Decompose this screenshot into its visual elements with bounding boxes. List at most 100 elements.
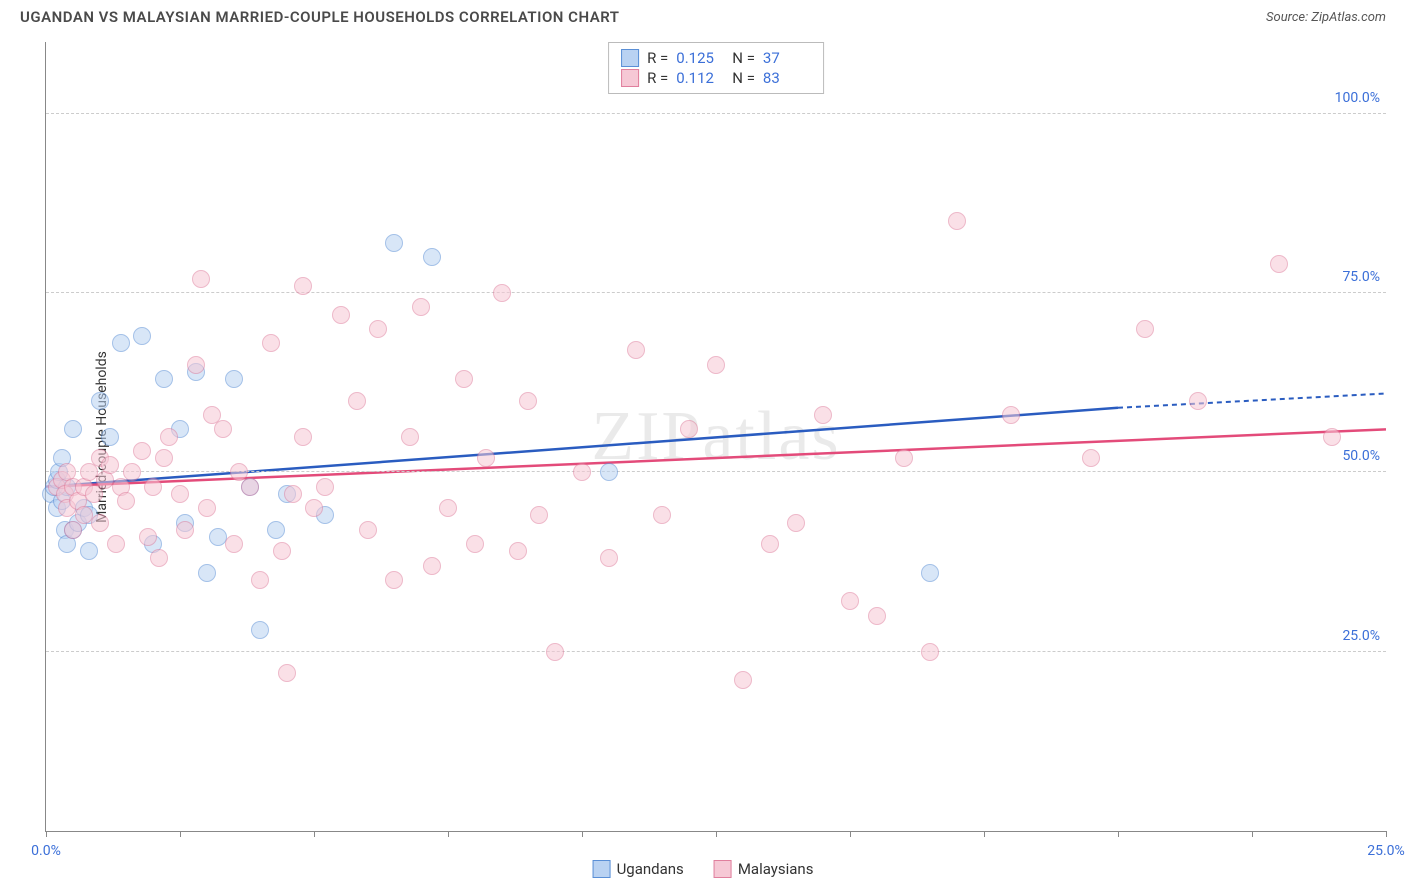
swatch-icon xyxy=(621,49,639,67)
scatter-point xyxy=(251,571,269,589)
trend-lines-svg xyxy=(46,42,1386,831)
scatter-point xyxy=(423,557,441,575)
scatter-point xyxy=(868,607,886,625)
chart-title: UGANDAN VS MALAYSIAN MARRIED-COUPLE HOUS… xyxy=(20,8,620,26)
gridline xyxy=(46,113,1386,114)
scatter-point xyxy=(477,449,495,467)
legend-label: Malaysians xyxy=(738,860,814,878)
scatter-point xyxy=(176,521,194,539)
scatter-point xyxy=(1270,255,1288,273)
x-tick xyxy=(1252,831,1253,837)
scatter-point xyxy=(787,514,805,532)
stats-legend-box: R = 0.125 N = 37 R = 0.112 N = 83 xyxy=(608,42,824,94)
scatter-point xyxy=(653,506,671,524)
scatter-point xyxy=(600,549,618,567)
scatter-point xyxy=(439,499,457,517)
y-tick-label: 100.0% xyxy=(1335,90,1380,106)
scatter-point xyxy=(921,564,939,582)
scatter-point xyxy=(262,334,280,352)
chart-source: Source: ZipAtlas.com xyxy=(1266,10,1386,25)
scatter-point xyxy=(241,478,259,496)
x-tick-label: 25.0% xyxy=(1367,843,1405,859)
scatter-point xyxy=(680,420,698,438)
scatter-point xyxy=(251,621,269,639)
y-tick-label: 50.0% xyxy=(1342,448,1380,464)
swatch-icon xyxy=(714,860,732,878)
scatter-point xyxy=(144,478,162,496)
scatter-point xyxy=(225,535,243,553)
scatter-point xyxy=(423,248,441,266)
stat-r-value: 0.125 xyxy=(676,49,724,67)
stat-label: R = xyxy=(647,49,668,67)
scatter-point xyxy=(493,284,511,302)
scatter-point xyxy=(1082,449,1100,467)
scatter-point xyxy=(761,535,779,553)
scatter-point xyxy=(64,420,82,438)
scatter-point xyxy=(316,478,334,496)
scatter-point xyxy=(573,463,591,481)
scatter-point xyxy=(284,485,302,503)
scatter-point xyxy=(385,234,403,252)
y-tick-label: 75.0% xyxy=(1342,269,1380,285)
x-tick xyxy=(984,831,985,837)
scatter-point xyxy=(155,370,173,388)
swatch-icon xyxy=(621,69,639,87)
stats-row: R = 0.125 N = 37 xyxy=(621,49,811,67)
scatter-point xyxy=(160,428,178,446)
scatter-point xyxy=(117,492,135,510)
x-tick xyxy=(850,831,851,837)
stat-label: N = xyxy=(732,69,755,87)
scatter-point xyxy=(401,428,419,446)
scatter-point xyxy=(348,392,366,410)
legend-label: Ugandans xyxy=(617,860,684,878)
scatter-point xyxy=(225,370,243,388)
scatter-point xyxy=(707,356,725,374)
scatter-point xyxy=(305,499,323,517)
scatter-point xyxy=(294,428,312,446)
scatter-point xyxy=(546,643,564,661)
scatter-point xyxy=(841,592,859,610)
scatter-point xyxy=(948,212,966,230)
legend-bottom: Ugandans Malaysians xyxy=(593,860,814,878)
scatter-point xyxy=(385,571,403,589)
scatter-point xyxy=(895,449,913,467)
scatter-point xyxy=(101,456,119,474)
x-tick xyxy=(448,831,449,837)
gridline xyxy=(46,651,1386,652)
scatter-point xyxy=(1189,392,1207,410)
scatter-point xyxy=(112,334,130,352)
chart-plot-area: Married-couple Households ZIPatlas R = 0… xyxy=(45,42,1386,832)
y-tick-label: 25.0% xyxy=(1342,628,1380,644)
scatter-point xyxy=(1323,428,1341,446)
scatter-point xyxy=(171,485,189,503)
scatter-point xyxy=(519,392,537,410)
watermark-text: ZIPatlas xyxy=(591,397,840,477)
x-tick xyxy=(716,831,717,837)
x-tick xyxy=(314,831,315,837)
scatter-point xyxy=(123,463,141,481)
scatter-point xyxy=(530,506,548,524)
scatter-point xyxy=(600,463,618,481)
gridline xyxy=(46,292,1386,293)
scatter-point xyxy=(187,356,205,374)
scatter-point xyxy=(107,535,125,553)
swatch-icon xyxy=(593,860,611,878)
scatter-point xyxy=(214,420,232,438)
x-tick xyxy=(1118,831,1119,837)
x-tick-label: 0.0% xyxy=(31,843,61,859)
scatter-point xyxy=(921,643,939,661)
x-tick xyxy=(1386,831,1387,837)
x-tick xyxy=(582,831,583,837)
scatter-point xyxy=(369,320,387,338)
chart-header: UGANDAN VS MALAYSIAN MARRIED-COUPLE HOUS… xyxy=(0,0,1406,30)
scatter-point xyxy=(455,370,473,388)
x-tick xyxy=(180,831,181,837)
scatter-point xyxy=(133,442,151,460)
scatter-point xyxy=(294,277,312,295)
scatter-point xyxy=(80,542,98,560)
stats-row: R = 0.112 N = 83 xyxy=(621,69,811,87)
stat-r-value: 0.112 xyxy=(676,69,724,87)
scatter-point xyxy=(101,428,119,446)
legend-item: Malaysians xyxy=(714,860,814,878)
scatter-point xyxy=(155,449,173,467)
